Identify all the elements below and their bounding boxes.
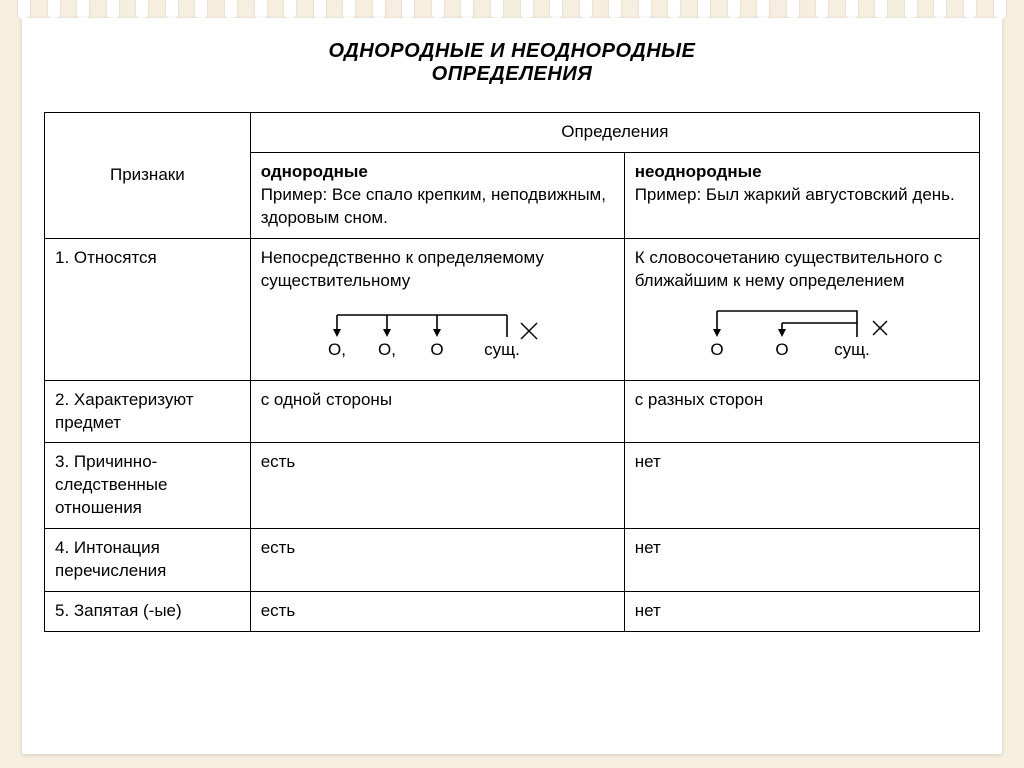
row-label: 4. Интонация перечисления <box>45 529 251 592</box>
row-hetero-cell: с разных сторон <box>624 380 979 443</box>
row-hetero-cell: нет <box>624 529 979 592</box>
table-header-row-1: Признаки Определения <box>45 113 980 153</box>
row-label: 2. Характеризуют предмет <box>45 380 251 443</box>
row-label: 5. Запятая (-ые) <box>45 592 251 632</box>
table-row: 5. Запятая (-ые) есть нет <box>45 592 980 632</box>
row-homog-cell: есть <box>250 529 624 592</box>
row-homog-cell: есть <box>250 592 624 632</box>
subheader-heterogeneous: неоднородные Пример: Был жаркий августов… <box>624 152 979 238</box>
page: ОДНОРОДНЫЕ И НЕОДНОРОДНЫЕ ОПРЕДЕЛЕНИЯ Пр… <box>0 0 1024 768</box>
svg-text:сущ.: сущ. <box>484 340 520 359</box>
svg-text:сущ.: сущ. <box>834 340 870 359</box>
svg-text:О,: О, <box>378 340 396 359</box>
header-col-definitions: Определения <box>250 113 979 153</box>
row-homog-cell: есть <box>250 443 624 529</box>
svg-text:О: О <box>710 340 723 359</box>
page-title: ОДНОРОДНЫЕ И НЕОДНОРОДНЫЕ ОПРЕДЕЛЕНИЯ <box>44 40 980 86</box>
row-hetero-text: К словосочетанию существительного с ближ… <box>635 247 969 293</box>
subheader-homog-example-prefix: Пример: <box>261 185 332 204</box>
subheader-hetero-example: Был жаркий августовский день. <box>706 185 955 204</box>
svg-text:О: О <box>775 340 788 359</box>
title-line-1: ОДНОРОДНЫЕ И НЕОДНОРОДНЫЕ <box>329 40 696 62</box>
schema-heterogeneous: О О сущ. <box>635 303 969 372</box>
subheader-hetero-example-prefix: Пример: <box>635 185 706 204</box>
subheader-hetero-label: неоднородные <box>635 162 762 181</box>
table-row: 1. Относятся Непосредственно к определяе… <box>45 238 980 380</box>
row-homog-cell: с одной стороны <box>250 380 624 443</box>
row-label: 1. Относятся <box>45 238 251 380</box>
row-hetero-cell: К словосочетанию существительного с ближ… <box>624 238 979 380</box>
svg-text:О: О <box>431 340 444 359</box>
schema-homogeneous: О, О, О сущ. <box>261 303 614 372</box>
row-homog-text: Непосредственно к определяемому существи… <box>261 247 614 293</box>
table-row: 4. Интонация перечисления есть нет <box>45 529 980 592</box>
header-col-criteria: Признаки <box>45 113 251 239</box>
table-row: 2. Характеризуют предмет с одной стороны… <box>45 380 980 443</box>
row-homog-cell: Непосредственно к определяемому существи… <box>250 238 624 380</box>
title-line-2: ОПРЕДЕЛЕНИЯ <box>44 63 980 86</box>
row-label: 3. Причинно-следственные отношения <box>45 443 251 529</box>
row-hetero-cell: нет <box>624 592 979 632</box>
sheet: ОДНОРОДНЫЕ И НЕОДНОРОДНЫЕ ОПРЕДЕЛЕНИЯ Пр… <box>22 18 1002 754</box>
definitions-table: Признаки Определения однородные Пример: … <box>44 112 980 632</box>
subheader-homog-label: однородные <box>261 162 368 181</box>
table-row: 3. Причинно-следственные отношения есть … <box>45 443 980 529</box>
row-hetero-cell: нет <box>624 443 979 529</box>
svg-text:О,: О, <box>328 340 346 359</box>
subheader-homogeneous: однородные Пример: Все спало крепким, не… <box>250 152 624 238</box>
